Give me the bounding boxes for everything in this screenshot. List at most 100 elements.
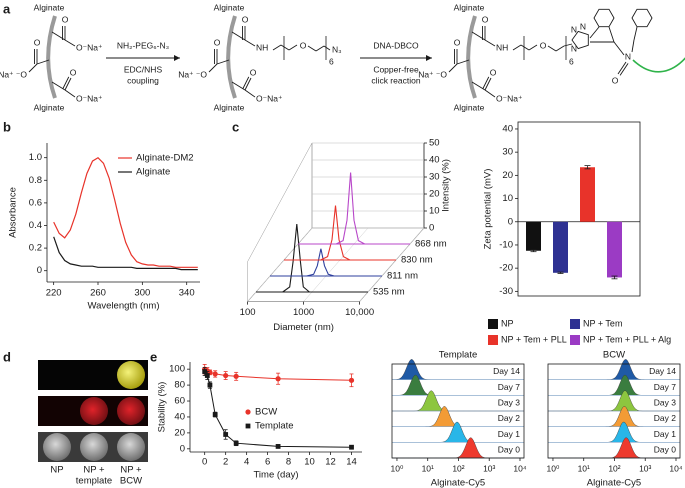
atom: O⁻Na⁺ [76,42,103,52]
marker [348,377,355,383]
marker [223,432,229,437]
panel-label: e [150,349,157,364]
atom: O [34,37,41,47]
row-label: Day 2 [654,413,676,423]
bond [64,39,76,47]
particle [80,433,108,461]
marker [212,412,218,417]
bond [484,89,496,98]
bond [633,26,638,41]
x-tick-label: 300 [134,288,150,299]
x-tick-label: 14 [346,457,357,468]
atom: N₃ [332,44,342,54]
x-axis-label: Time (day) [253,470,298,481]
marker [349,444,354,450]
y-axis-label: Stability (%) [157,382,168,433]
particle [43,433,71,461]
atom: O [454,37,461,47]
y-tick-label: 0.8 [29,175,42,186]
alginate-label: Alginate [214,2,245,12]
atom: O [62,14,69,24]
bond [36,59,50,65]
bond [608,26,615,43]
x-tick-label: 4 [244,457,249,468]
atom: O [482,14,489,24]
legend-label: Alginate [136,167,170,178]
bond [231,31,246,41]
atom: O⁻Na⁺ [256,93,283,103]
x-tick-label: 10 [304,457,315,468]
bond [520,44,530,51]
bond [484,77,492,91]
y-tick-label: 0 [180,443,185,454]
x-tick-label: 340 [179,288,195,299]
bond [617,61,627,75]
x-tick-label: 10⁰ [391,463,404,473]
y-tick-label: -30 [499,286,513,297]
bond [512,44,522,51]
atom: O⁻Na⁺ [76,93,103,103]
marker [275,444,281,449]
panel-title: Template [439,350,478,361]
y-tick-label: 0.4 [29,220,42,231]
panel-title: BCW [603,350,625,361]
bond [528,44,538,51]
x-axis-label: Diameter (nm) [273,322,334,333]
panel-label: d [3,349,11,364]
atom: N [571,43,577,53]
legend-label: Template [255,421,294,432]
z-tick-label: 20 [429,189,440,200]
x-tick-label: 10² [452,463,464,473]
legend-label: NP [501,318,514,328]
image-label: NP + [83,465,105,476]
row-label: Day 3 [654,397,676,407]
bond [216,59,230,65]
legend-swatch [488,319,498,329]
atom: O [242,14,249,24]
bond [288,44,298,51]
row-label: Day 1 [654,429,676,439]
bond [456,59,470,65]
bond [471,31,486,41]
marker [204,373,210,378]
bond [64,89,76,98]
atom: O [490,67,497,77]
bond [307,45,317,52]
particle [117,361,145,389]
marker [233,373,239,379]
x-tick-label: 10⁴ [669,463,682,473]
legend-label: Alginate-DM2 [136,153,194,164]
image-label: NP [50,465,63,476]
x-tick-label: 220 [46,288,62,299]
legend-swatch [488,335,498,345]
bond [272,44,282,51]
panel-label: a [3,1,11,16]
bar [580,167,595,222]
particle [117,433,145,461]
bond [484,39,496,47]
size-distribution [282,223,310,293]
legend-swatch [245,409,251,415]
y-tick-label: 30 [502,147,513,158]
bond [555,45,565,52]
atom: NH [496,42,508,52]
size-distribution [335,172,365,245]
particle [80,397,108,425]
particle [117,397,145,425]
bond [64,77,72,91]
atom: O⁻Na⁺ [496,93,523,103]
size-distribution [320,205,351,261]
atom: 6 [329,56,334,66]
z-tick-label: 40 [429,155,440,166]
legend-label: NP + Tem [583,318,622,328]
x-axis-label: Wavelength (nm) [88,301,160,312]
atom: O [70,67,77,77]
z-tick-label: 50 [429,138,440,149]
fluorescence-images: NP NP + template NP + BCW [38,360,148,487]
bond [244,77,252,91]
z-tick-label: 0 [429,223,434,234]
y-tick-label: 100 [169,364,185,375]
atom: O [612,75,619,85]
bond [448,63,458,73]
